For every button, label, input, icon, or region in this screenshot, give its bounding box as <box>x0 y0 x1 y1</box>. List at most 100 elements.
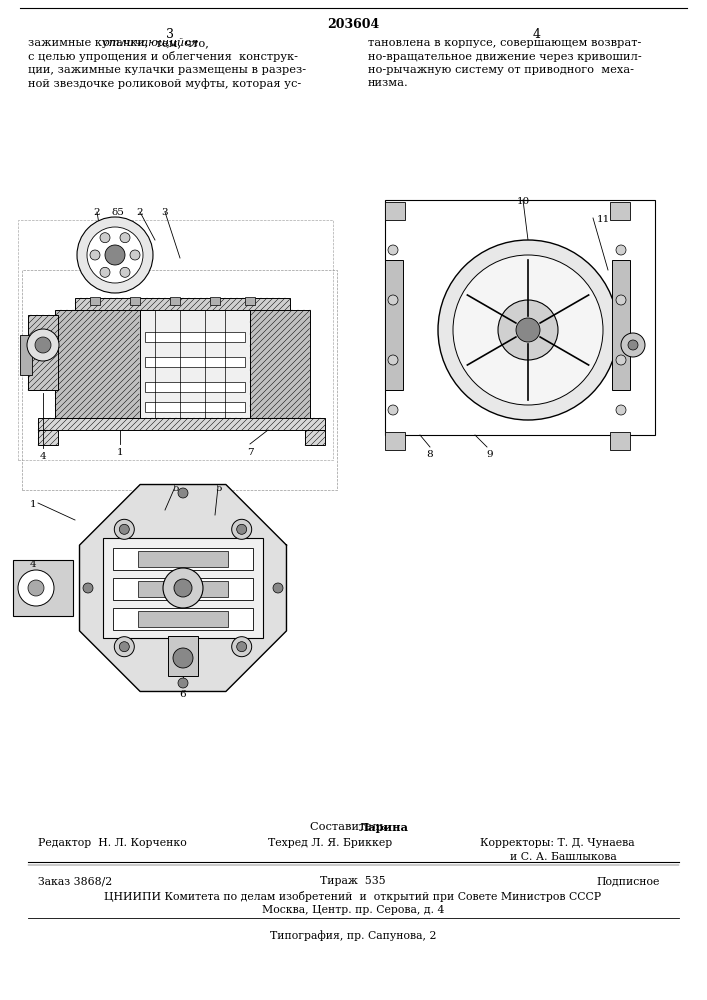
Circle shape <box>77 217 153 293</box>
Circle shape <box>453 255 603 405</box>
Bar <box>145 357 245 367</box>
Text: 4: 4 <box>30 560 36 569</box>
Bar <box>250 310 310 418</box>
Text: низма.: низма. <box>368 79 409 89</box>
Text: 4: 4 <box>533 28 541 41</box>
Bar <box>113 608 253 630</box>
Text: Москва, Центр. пр. Серова, д. 4: Москва, Центр. пр. Серова, д. 4 <box>262 905 444 915</box>
Circle shape <box>163 568 203 608</box>
Text: 5: 5 <box>215 484 221 493</box>
Text: 1: 1 <box>30 500 36 509</box>
Bar <box>138 611 228 627</box>
Circle shape <box>83 583 93 593</box>
Text: Типография, пр. Сапунова, 2: Типография, пр. Сапунова, 2 <box>270 930 436 941</box>
Circle shape <box>388 295 398 305</box>
Text: ной звездочке роликовой муфты, которая ус-: ной звездочке роликовой муфты, которая у… <box>28 79 301 89</box>
Circle shape <box>174 579 192 597</box>
Circle shape <box>438 240 618 420</box>
Circle shape <box>119 642 129 652</box>
Circle shape <box>115 637 134 657</box>
Bar <box>140 310 250 418</box>
Bar <box>168 636 198 676</box>
Circle shape <box>516 318 540 342</box>
Text: 9: 9 <box>486 450 493 459</box>
Text: с целью упрощения и облегчения  конструк-: с целью упрощения и облегчения конструк- <box>28 51 298 62</box>
Bar <box>38 418 325 430</box>
Text: Тираж  535: Тираж 535 <box>320 876 386 886</box>
Text: ции, зажимные кулачки размещены в разрез-: ции, зажимные кулачки размещены в разрез… <box>28 65 306 75</box>
Circle shape <box>232 637 252 657</box>
Circle shape <box>232 519 252 539</box>
Bar <box>130 297 140 305</box>
Polygon shape <box>79 485 286 691</box>
Bar <box>18 220 333 460</box>
Circle shape <box>616 405 626 415</box>
Text: 7: 7 <box>247 448 253 457</box>
Circle shape <box>178 678 188 688</box>
Bar <box>13 560 73 616</box>
Bar <box>113 578 253 600</box>
Text: но-вращательное движение через кривошил-: но-вращательное движение через кривошил- <box>368 51 642 62</box>
Circle shape <box>120 233 130 243</box>
Text: Подписное: Подписное <box>597 876 660 886</box>
Circle shape <box>27 329 59 361</box>
Bar <box>385 260 403 390</box>
Circle shape <box>120 267 130 277</box>
Bar <box>385 202 405 220</box>
Text: 2: 2 <box>94 208 100 217</box>
Circle shape <box>628 340 638 350</box>
Text: Заказ 3868/2: Заказ 3868/2 <box>38 876 112 886</box>
Text: Составитель: Составитель <box>310 822 389 832</box>
Circle shape <box>273 583 283 593</box>
Circle shape <box>130 250 140 260</box>
Text: Ларина: Ларина <box>359 822 409 833</box>
Bar <box>210 297 220 305</box>
Text: Редактор  Н. Л. Корченко: Редактор Н. Л. Корченко <box>38 838 187 848</box>
Text: 3: 3 <box>166 28 174 41</box>
Bar <box>305 430 325 445</box>
Text: но-рычажную систему от приводного  меха-: но-рычажную систему от приводного меха- <box>368 65 634 75</box>
Circle shape <box>388 405 398 415</box>
Text: 5: 5 <box>172 484 178 493</box>
Text: 8: 8 <box>427 450 433 459</box>
Bar <box>113 548 253 570</box>
Bar <box>610 202 630 220</box>
Text: Техред Л. Я. Бриккер: Техред Л. Я. Бриккер <box>268 838 392 848</box>
Text: Корректоры: Т. Д. Чунаева: Корректоры: Т. Д. Чунаева <box>480 838 635 848</box>
Bar <box>75 298 290 310</box>
Bar <box>385 200 655 435</box>
Bar <box>145 382 245 392</box>
Bar <box>612 260 630 390</box>
Circle shape <box>105 245 125 265</box>
Bar <box>20 335 32 375</box>
Circle shape <box>18 570 54 606</box>
Text: 10: 10 <box>516 197 530 206</box>
Circle shape <box>173 648 193 668</box>
Text: 1: 1 <box>117 448 123 457</box>
Bar <box>145 402 245 412</box>
Bar <box>138 581 228 597</box>
Circle shape <box>237 524 247 534</box>
Circle shape <box>178 488 188 498</box>
Bar <box>145 332 245 342</box>
Text: тановлена в корпусе, совершающем возврат-: тановлена в корпусе, совершающем возврат… <box>368 38 641 48</box>
Circle shape <box>35 337 51 353</box>
Text: 203604: 203604 <box>327 18 379 31</box>
Text: ЦНИИПИ Комитета по делам изобретений  и  открытий при Совете Министров СССР: ЦНИИПИ Комитета по делам изобретений и о… <box>105 891 602 902</box>
Bar <box>610 432 630 450</box>
Bar <box>103 538 263 638</box>
Circle shape <box>119 524 129 534</box>
Text: 2: 2 <box>136 208 144 217</box>
Circle shape <box>616 295 626 305</box>
Text: 4: 4 <box>40 452 47 461</box>
Circle shape <box>100 233 110 243</box>
Text: 3: 3 <box>162 208 168 217</box>
Circle shape <box>621 333 645 357</box>
Circle shape <box>616 245 626 255</box>
Text: и С. А. Башлыкова: и С. А. Башлыкова <box>510 852 617 862</box>
Bar <box>385 432 405 450</box>
Text: 6: 6 <box>180 690 187 699</box>
Text: тем, что,: тем, что, <box>151 38 209 48</box>
Text: зажимные кулачки,: зажимные кулачки, <box>28 38 152 48</box>
Text: 11: 11 <box>597 215 609 224</box>
